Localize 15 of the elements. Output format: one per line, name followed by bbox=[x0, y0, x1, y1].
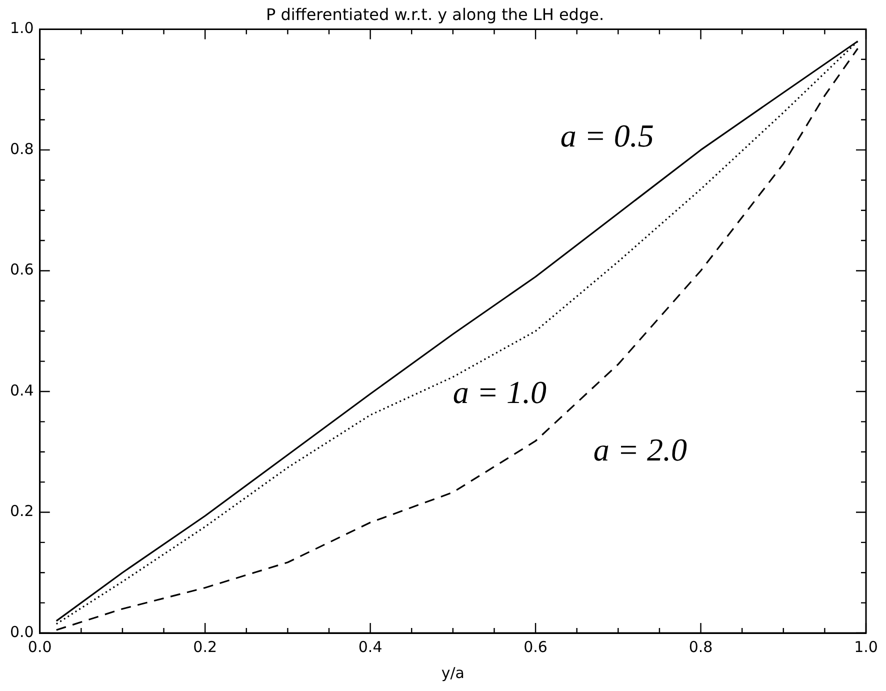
y-tick-label: 0.6 bbox=[10, 260, 34, 279]
x-tick-label: 0.6 bbox=[524, 638, 548, 656]
x-tick-label: 0.2 bbox=[193, 638, 218, 656]
y-tick-label: 1.0 bbox=[10, 19, 34, 38]
x-axis-title: y/a bbox=[441, 664, 464, 682]
y-tick-label: 0.4 bbox=[10, 381, 34, 400]
series-label: a = 0.5 bbox=[560, 117, 654, 154]
y-tick-label: 0.2 bbox=[10, 502, 34, 520]
y-tick-label: 0.8 bbox=[10, 140, 34, 158]
x-tick-label: 0.8 bbox=[688, 638, 713, 656]
series-label: a = 1.0 bbox=[452, 374, 547, 410]
x-tick-label: 1.0 bbox=[854, 638, 878, 656]
x-tick-label: 0.4 bbox=[358, 638, 382, 656]
series-label: a = 2.0 bbox=[593, 431, 687, 468]
chart-title: P differentiated w.r.t. y along the LH edge. bbox=[266, 4, 604, 24]
